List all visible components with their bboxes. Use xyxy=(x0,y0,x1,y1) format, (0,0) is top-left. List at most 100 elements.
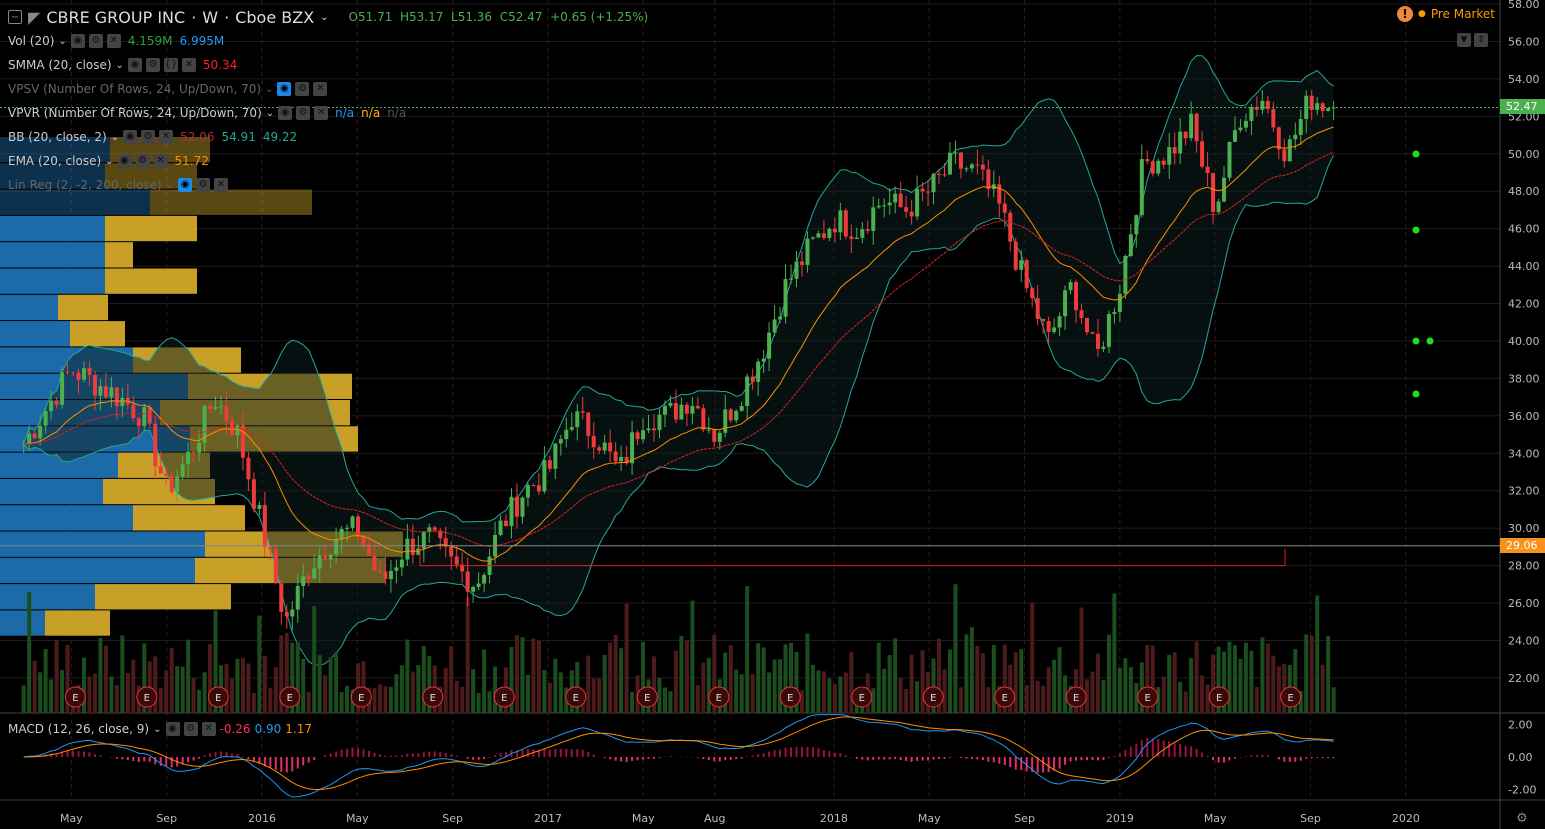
candle-body xyxy=(1139,159,1144,216)
exchange[interactable]: Cboe BZX xyxy=(235,7,315,27)
chevron-down-icon[interactable]: ⌄ xyxy=(265,83,274,95)
gear-icon[interactable]: ⚙ xyxy=(135,154,150,168)
close-icon[interactable]: ✕ xyxy=(106,34,121,48)
chevron-down-icon[interactable]: ⌄ xyxy=(165,179,175,191)
chevron-down-icon[interactable]: ⌄ xyxy=(265,107,275,119)
close-icon[interactable]: ✕ xyxy=(159,130,174,144)
maximize-pane-button[interactable]: ⇕ xyxy=(1474,33,1488,47)
visibility-icon[interactable]: ◉ xyxy=(123,130,138,144)
price-tick: 44.00 xyxy=(1508,260,1540,273)
candle-body xyxy=(1101,346,1106,349)
candle-body xyxy=(410,538,415,555)
volume-bar xyxy=(405,639,410,713)
indicator-value: n/a xyxy=(335,106,355,120)
volume-profile-up-bar xyxy=(0,215,105,242)
volume-profile-up-bar xyxy=(0,294,58,321)
volume-bar xyxy=(1084,679,1089,713)
volume-profile-up-bar xyxy=(0,268,105,294)
interval[interactable]: W xyxy=(202,7,219,27)
time-tick: Aug xyxy=(704,812,725,825)
candle-body xyxy=(1172,147,1177,154)
chevron-down-icon[interactable]: ⌄ xyxy=(115,59,124,71)
volume-bar xyxy=(958,687,963,713)
chevron-down-icon[interactable]: ⌄ xyxy=(153,723,162,735)
candle-body xyxy=(334,539,339,555)
close-icon[interactable]: ✕ xyxy=(314,106,329,120)
indicator-row: Lin Reg (2, -2, 200, close) ⌄ ◉ ⚙ ✕ xyxy=(8,173,648,197)
volume-bar xyxy=(235,658,240,713)
volume-bar xyxy=(783,644,788,713)
visibility-icon[interactable]: ◉ xyxy=(117,154,132,168)
volume-bar xyxy=(1227,641,1232,713)
volume-bar xyxy=(443,667,448,713)
close-icon[interactable]: ✕ xyxy=(313,82,328,96)
signal-dot xyxy=(1426,337,1434,345)
chevron-down-icon[interactable]: ⌄ xyxy=(58,35,67,47)
premarket-status[interactable]: ! ● Pre Market xyxy=(1396,6,1495,22)
indicator-name[interactable]: VPVR (Number Of Rows, 24, Up/Down, 70) xyxy=(8,106,262,120)
gear-icon[interactable]: ⚙ xyxy=(296,106,311,120)
close-icon[interactable]: ✕ xyxy=(153,154,168,168)
volume-bar xyxy=(1265,643,1270,713)
volume-bar xyxy=(246,663,251,713)
volume-bar xyxy=(169,647,174,713)
visibility-icon[interactable]: ◉ xyxy=(70,34,85,48)
indicator-name[interactable]: BB (20, close, 2) xyxy=(8,130,107,144)
candle-body xyxy=(290,609,295,617)
visibility-icon[interactable]: ◉ xyxy=(178,178,193,192)
indicator-name[interactable]: EMA (20, close) xyxy=(8,154,102,168)
volume-bar xyxy=(805,633,810,713)
indicator-name[interactable]: Vol (20) xyxy=(8,34,55,48)
volume-bar xyxy=(920,650,925,713)
candle-body xyxy=(591,435,596,448)
gear-icon[interactable]: ⚙ xyxy=(145,58,160,72)
volume-bar xyxy=(1304,634,1309,713)
gear-icon[interactable]: ⚙ xyxy=(295,82,310,96)
macd-name[interactable]: MACD (12, 26, close, 9) xyxy=(8,722,150,736)
candle-body xyxy=(1161,160,1166,165)
symbol-name[interactable]: CBRE GROUP INC xyxy=(46,7,186,27)
candle-body xyxy=(1326,108,1331,111)
gear-icon[interactable]: ⚙ xyxy=(141,130,156,144)
candle-body xyxy=(438,530,443,539)
warning-icon: ! xyxy=(1396,6,1413,22)
volume-bar xyxy=(1013,652,1018,713)
candle-body xyxy=(838,210,843,233)
candle-body xyxy=(947,152,952,175)
collapse-legend-button[interactable]: − xyxy=(8,10,22,24)
indicator-name[interactable]: VPSV (Number Of Rows, 24, Up/Down, 70) xyxy=(8,82,262,96)
chevron-down-icon[interactable]: ⌄ xyxy=(105,155,114,167)
volume-bar xyxy=(904,689,909,713)
chevron-down-icon[interactable]: ⌄ xyxy=(320,11,329,23)
candle-body xyxy=(361,535,366,545)
collapse-pane-button[interactable]: ▼ xyxy=(1457,33,1471,47)
candle-body xyxy=(1052,327,1057,332)
visibility-icon[interactable]: ◉ xyxy=(277,82,292,96)
volume-bar xyxy=(531,638,536,713)
earnings-marker-label: E xyxy=(1073,693,1079,704)
indicator-name[interactable]: Lin Reg (2, -2, 200, close) xyxy=(8,178,162,192)
close-icon[interactable]: ✕ xyxy=(181,58,196,72)
candle-body xyxy=(569,427,574,430)
candle-body xyxy=(882,205,887,207)
gear-icon[interactable]: ⚙ xyxy=(196,178,211,192)
settings-gear-icon[interactable]: ⚙ xyxy=(1516,811,1528,826)
candle-body xyxy=(1282,149,1287,162)
candle-body xyxy=(465,571,470,592)
close-icon[interactable]: ✕ xyxy=(201,722,216,736)
visibility-icon[interactable]: ◉ xyxy=(278,106,293,120)
candle-body xyxy=(1183,131,1188,139)
time-tick: 2018 xyxy=(820,812,848,825)
candle-body xyxy=(816,233,821,238)
indicator-name[interactable]: SMMA (20, close) xyxy=(8,58,112,72)
close-icon[interactable]: ✕ xyxy=(214,178,229,192)
chevron-down-icon[interactable]: ⌄ xyxy=(110,131,120,143)
gear-icon[interactable]: ⚙ xyxy=(88,34,103,48)
visibility-icon[interactable]: ◉ xyxy=(127,58,142,72)
volume-bar xyxy=(60,670,65,713)
gear-icon[interactable]: ⚙ xyxy=(183,722,198,736)
visibility-icon[interactable]: ◉ xyxy=(165,722,180,736)
volume-bar xyxy=(1293,648,1298,713)
source-code-icon[interactable]: {} xyxy=(163,58,178,72)
